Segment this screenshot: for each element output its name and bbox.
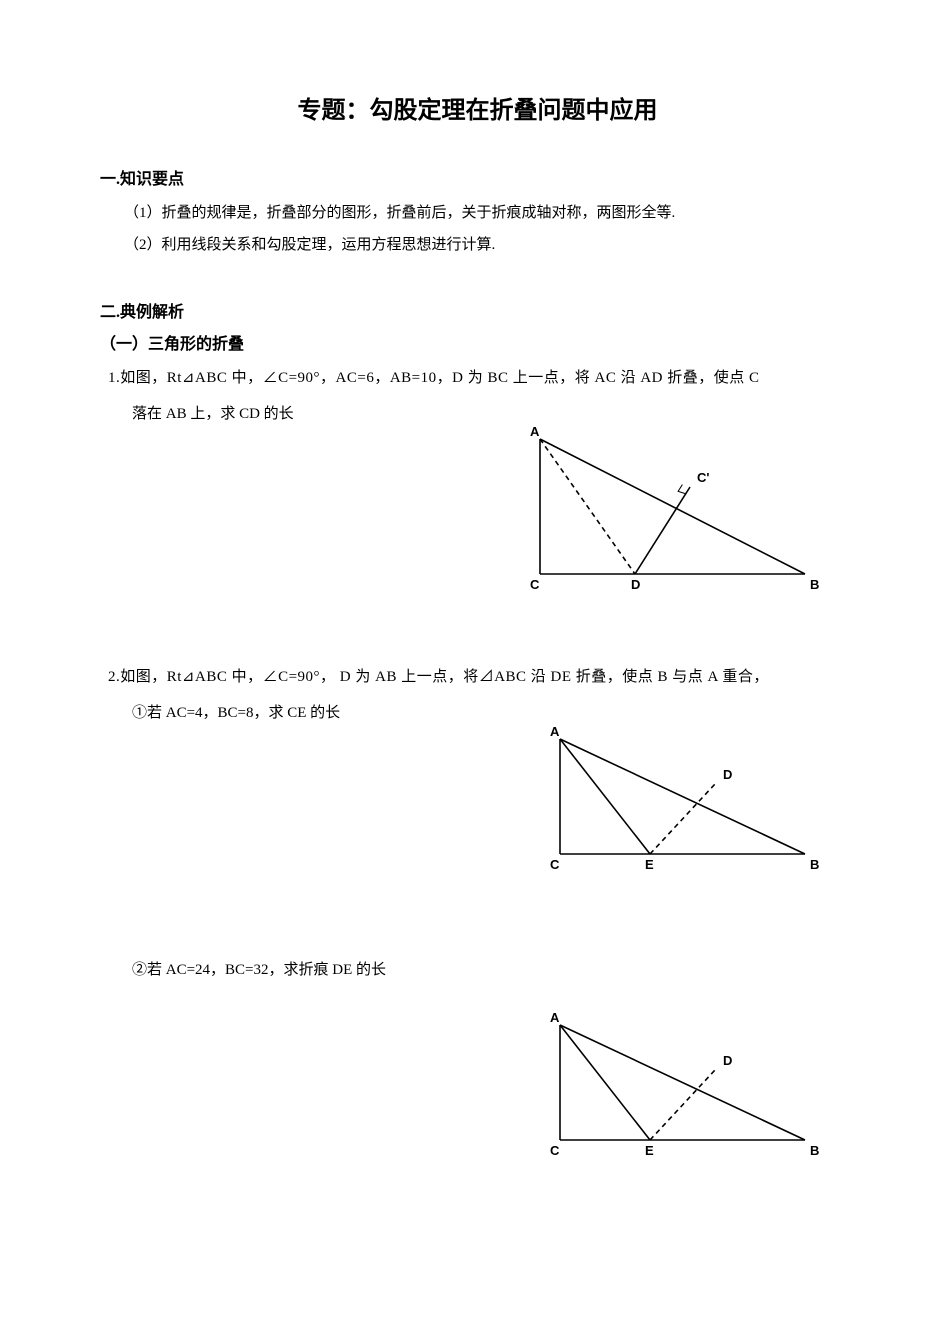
section2-heading: 二.典例解析 (100, 298, 855, 322)
figure-2-wrap: A C B E D (100, 724, 855, 874)
page-title: 专题：勾股定理在折叠问题中应用 (100, 90, 855, 125)
svg-text:B: B (810, 1143, 819, 1158)
subsection-heading: （一）三角形的折叠 (100, 330, 855, 354)
problem-2-line1: 2.如图，Rt⊿ABC 中，∠C=90°， D 为 AB 上一点，将⊿ABC 沿… (108, 661, 855, 693)
svg-text:C: C (530, 577, 540, 592)
svg-text:C: C (550, 857, 560, 872)
svg-text:B: B (810, 857, 819, 872)
spacer (100, 884, 855, 954)
svg-text:C': C' (697, 470, 709, 485)
svg-text:D: D (723, 1053, 732, 1068)
section1-p2: （2）利用线段关系和勾股定理，运用方程思想进行计算. (124, 229, 855, 261)
svg-text:A: A (530, 424, 540, 439)
svg-text:E: E (645, 857, 654, 872)
svg-text:B: B (810, 577, 819, 592)
svg-text:A: A (550, 724, 560, 739)
svg-text:D: D (723, 767, 732, 782)
spacer (100, 604, 855, 659)
section1-heading: 一.知识要点 (100, 165, 855, 189)
figure-3-wrap: A C B E D (100, 1010, 855, 1160)
figure-2: A C B E D (505, 724, 825, 874)
svg-text:A: A (550, 1010, 560, 1025)
figure-3: A C B E D (505, 1010, 825, 1160)
figure-1-wrap: A C B D C' (100, 424, 855, 594)
svg-text:C: C (550, 1143, 560, 1158)
figure-1: A C B D C' (505, 424, 825, 594)
problem-1-line1: 1.如图，Rt⊿ABC 中，∠C=90°，AC=6，AB=10，D 为 BC 上… (108, 362, 855, 394)
section1-p1: （1）折叠的规律是，折叠部分的图形，折叠前后，关于折痕成轴对称，两图形全等. (124, 197, 855, 229)
problem-2-sub2: ②若 AC=24，BC=32，求折痕 DE 的长 (132, 954, 855, 986)
svg-text:D: D (631, 577, 640, 592)
svg-text:E: E (645, 1143, 654, 1158)
spacer (100, 262, 855, 292)
